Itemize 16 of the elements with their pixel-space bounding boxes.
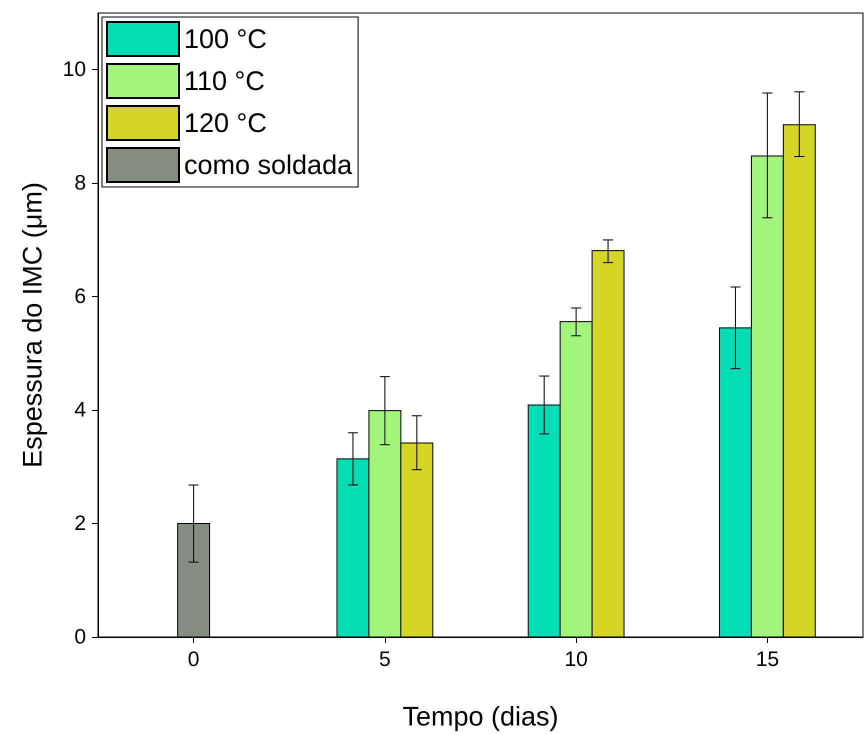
legend-label: 100 °C [184,24,267,54]
y-axis-title: Espessura do IMC (μm) [18,182,48,468]
x-tick-label: 10 [564,648,588,671]
x-axis-title: Tempo (dias) [402,702,559,732]
y-tick-label: 2 [74,512,86,536]
legend-label: como soldada [184,150,354,180]
y-tick-label: 10 [62,58,86,82]
y-tick-label: 6 [74,285,86,308]
x-tick-label: 15 [756,648,780,671]
y-tick-label: 4 [74,398,86,422]
y-tick-label: 8 [74,172,86,195]
x-tick-label: 0 [188,648,200,671]
legend-label: 120 °C [184,108,267,138]
x-tick-label: 5 [379,648,391,671]
y-tick-label: 0 [74,626,86,648]
legend-label: 110 °C [184,66,265,96]
